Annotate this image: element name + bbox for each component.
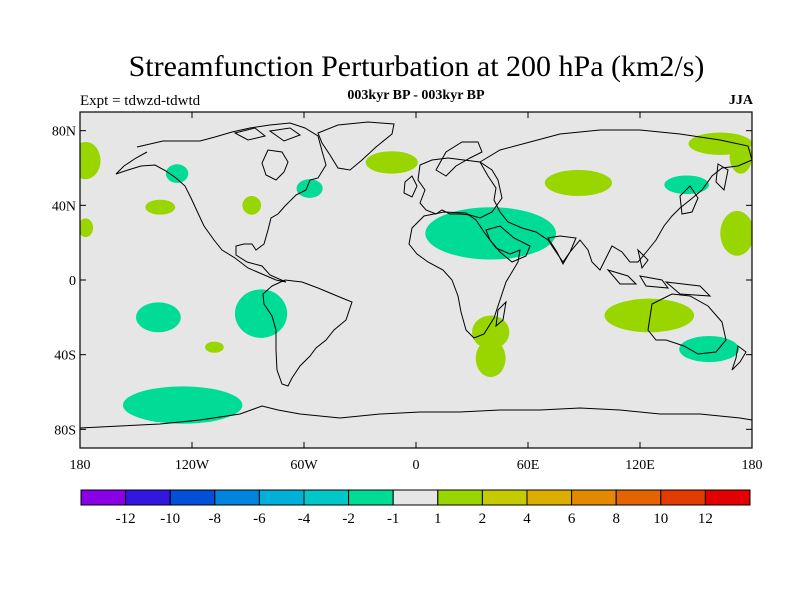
colorbar-label: 6 — [568, 511, 576, 527]
lon-tick-label: 180 — [742, 458, 763, 473]
contour-region-2 — [165, 164, 189, 183]
lat-tick-label: 0 — [69, 274, 76, 289]
lon-tick-label: 60W — [290, 458, 318, 473]
colorbar-swatch — [303, 489, 350, 506]
axis-ticks: 80N 40N 0 40S 80S 180 120W 60W 0 60E 120E 180 — [52, 112, 763, 473]
colorbar-label: -8 — [209, 511, 222, 527]
colorbar-swatch — [169, 489, 216, 506]
contour-region-11 — [729, 140, 752, 174]
colorbar-label: -2 — [342, 511, 355, 527]
contour-region-15 — [234, 289, 288, 338]
lat-tick-label: 80N — [52, 125, 76, 140]
contour-region-4 — [242, 196, 262, 215]
contour-region-8 — [544, 169, 613, 196]
coastline-madagascar — [495, 300, 507, 328]
coastline-north-america — [115, 122, 327, 283]
colorbar-label: -10 — [160, 511, 180, 527]
colorbar-label: -6 — [253, 511, 266, 527]
coastline-british-isles — [403, 175, 418, 198]
lon-tick-label: 120E — [625, 458, 655, 473]
colorbar-label: -4 — [298, 511, 311, 527]
plot-title: Streamfunction Perturbation at 200 hPa (… — [128, 50, 705, 83]
colorbar-swatch — [615, 489, 662, 506]
coastline-antarctica — [79, 405, 753, 429]
lon-tick-label: 120W — [175, 458, 210, 473]
colorbar-label: 2 — [479, 511, 487, 527]
colorbar-swatch — [526, 489, 573, 506]
contour-region-1 — [80, 141, 101, 180]
contour-region-7 — [425, 207, 556, 260]
colorbar-label: 4 — [523, 511, 531, 527]
contour-region-9 — [664, 175, 710, 195]
colorbar-swatch — [258, 489, 305, 506]
colorbar-label: 10 — [653, 511, 668, 527]
contour-region-12 — [720, 210, 752, 256]
coastline-indonesia — [606, 248, 712, 297]
contour-region-20 — [604, 298, 695, 333]
colorbar-swatch — [571, 489, 617, 506]
contour-region-14 — [136, 302, 181, 333]
colorbar-swatch — [392, 489, 439, 506]
colorbar-swatch — [214, 489, 260, 506]
contour-region-21 — [679, 336, 739, 363]
colorbar-swatch — [437, 489, 483, 506]
colorbar-swatch — [704, 489, 751, 506]
lat-tick-label: 40N — [52, 199, 76, 214]
coastline-india — [547, 235, 577, 266]
contour-region-16 — [205, 341, 224, 353]
contour-region-5 — [296, 179, 323, 198]
colorbar-label: 1 — [434, 511, 442, 527]
coastline-canadian-islands — [233, 127, 302, 142]
colorbar-swatch — [80, 489, 127, 506]
lat-tick-label: 40S — [54, 349, 76, 364]
colorbar-label: 8 — [612, 511, 620, 527]
coastline-australia — [647, 293, 727, 355]
coastlines — [79, 121, 753, 429]
colorbar-label: -1 — [387, 511, 400, 527]
coastline-south-america — [262, 279, 353, 387]
lon-tick-label: 0 — [413, 458, 420, 473]
colorbar-label: -12 — [116, 511, 136, 527]
colorbar-swatch — [125, 489, 171, 506]
lon-tick-label: 60E — [517, 458, 540, 473]
contour-region-19 — [475, 339, 506, 378]
coastline-africa — [408, 211, 521, 339]
coastline-scandinavia — [435, 141, 483, 177]
contour-region-3 — [145, 199, 176, 215]
plot-subtitle: 003kyr BP - 003kyr BP — [347, 88, 485, 103]
colorbar: -12 -10 -8 -6 -4 -2 -1 1 2 4 6 8 10 12 — [80, 489, 751, 527]
coastline-kamchatka — [715, 163, 729, 192]
lon-tick-label: 180 — [70, 458, 91, 473]
season-label: JJA — [728, 93, 753, 108]
coastline-japan — [679, 185, 699, 215]
coastline-arabia — [485, 225, 531, 263]
contour-regions — [80, 132, 752, 424]
coastline-hudson-bay — [261, 149, 289, 181]
coastline-asia — [479, 129, 753, 271]
colorbar-swatch — [348, 489, 394, 506]
contour-region-13 — [80, 218, 94, 238]
colorbar-swatch — [481, 489, 528, 506]
experiment-label: Expt = tdwzd-tdwtd — [80, 93, 201, 109]
contour-region-18 — [472, 315, 510, 350]
lat-tick-label: 80S — [54, 423, 76, 438]
colorbar-swatch — [660, 489, 706, 506]
contour-region-6 — [365, 151, 418, 174]
coastline-greenland — [317, 121, 395, 171]
coastline-new-zealand — [731, 345, 747, 371]
colorbar-label: 12 — [698, 511, 713, 527]
contour-region-17 — [122, 386, 243, 424]
